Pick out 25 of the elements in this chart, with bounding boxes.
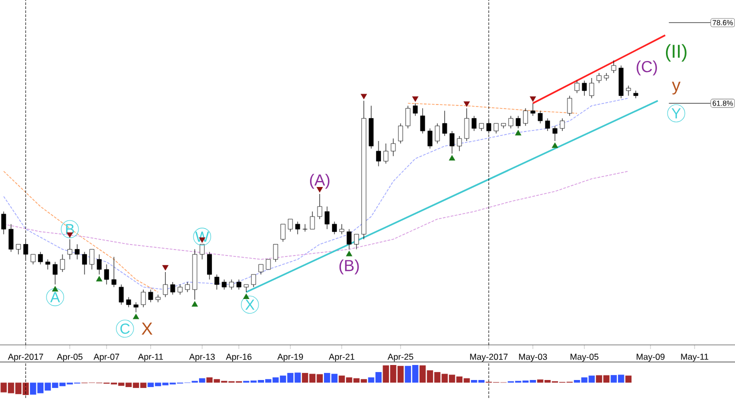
- x-tick-label: Apr-2017: [8, 354, 44, 362]
- x-tick-label: May-05: [570, 354, 598, 362]
- x-tick-label: Apr-19: [277, 354, 303, 362]
- x-tick-label: Apr-05: [56, 354, 82, 362]
- x-tick-label: May-03: [519, 354, 547, 362]
- annotation: A: [50, 292, 60, 302]
- text: C: [120, 323, 130, 334]
- annotation: y: [672, 82, 681, 95]
- x-tick-label: May-11: [681, 354, 708, 362]
- annotation: (B): [339, 259, 359, 274]
- x-tick-label: May-2017: [470, 354, 508, 362]
- x-tick-label: Apr-07: [94, 354, 120, 362]
- x-tick-label: Apr-16: [226, 354, 252, 362]
- text: X: [142, 322, 152, 335]
- annotation: (II): [666, 44, 686, 62]
- x-tick-label: Apr-25: [388, 354, 414, 362]
- x-tick-label: Apr-13: [189, 354, 215, 362]
- x-tick-label: May-09: [636, 354, 665, 362]
- annotation: X: [245, 300, 254, 310]
- x-tick-label: Apr-21: [328, 354, 354, 362]
- annotation: W: [195, 232, 209, 242]
- annotation: (A): [310, 174, 330, 189]
- x-tick-label: Apr-11: [138, 354, 163, 362]
- annotation: Y: [672, 108, 681, 118]
- annotation: (C): [636, 60, 657, 76]
